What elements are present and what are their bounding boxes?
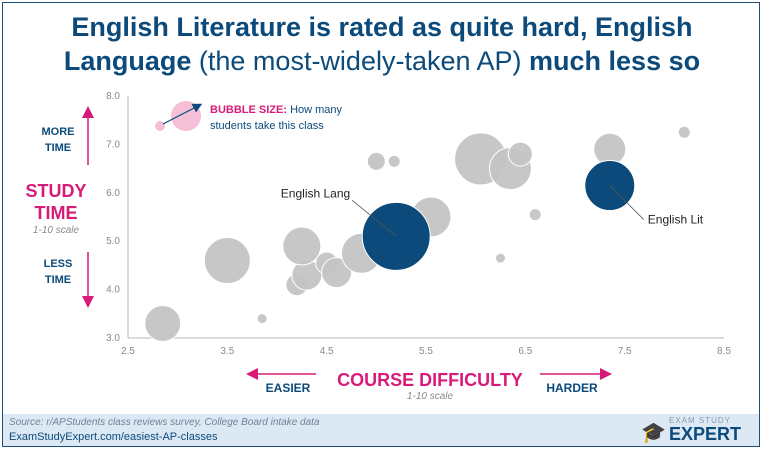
y-scale-label: 1-10 scale — [33, 225, 80, 236]
easier-label: EASIER — [266, 381, 311, 395]
x-tick-label: 4.5 — [320, 346, 334, 357]
graduation-cap-icon: 🎓 — [641, 422, 666, 444]
y-tick-label: 5.0 — [106, 236, 120, 247]
site-link[interactable]: ExamStudyExpert.com/easiest-AP-classes — [9, 431, 218, 443]
course-bubble — [256, 313, 268, 325]
bubble-size-rest2: students take this class — [210, 120, 324, 132]
more-label: MORE — [42, 126, 75, 138]
less-time-label: TIME — [45, 274, 71, 286]
course-bubble — [495, 252, 506, 264]
x-tick-label: 3.5 — [220, 346, 234, 357]
bubble-size-label: BUBBLE SIZE: How many — [210, 104, 343, 116]
course-bubble — [203, 237, 251, 285]
source-text: Source: r/APStudents class reviews surve… — [9, 417, 320, 428]
logo: 🎓 EXAM STUDY EXPERT — [641, 416, 751, 444]
x-tick-label: 6.5 — [518, 346, 532, 357]
callout-line — [609, 185, 645, 220]
footer: Source: r/APStudents class reviews surve… — [3, 414, 759, 446]
y-tick-label: 4.0 — [106, 285, 120, 296]
course-bubble — [677, 125, 691, 139]
callout-label: English Lang — [281, 186, 350, 200]
y-tick-labels: 3.0 4.0 5.0 6.0 7.0 8.0 — [106, 91, 120, 344]
y-tick-label: 6.0 — [106, 188, 120, 199]
y-tick-label: 3.0 — [106, 333, 120, 344]
legend-bubble-large — [171, 101, 201, 131]
x-tick-label: 7.5 — [618, 346, 632, 357]
course-bubble — [321, 257, 353, 289]
course-bubble — [528, 208, 542, 222]
y-tick-label: 7.0 — [106, 139, 120, 150]
logo-big-text: EXPERT — [669, 424, 742, 444]
course-bubble — [144, 304, 182, 342]
x-tick-label: 2.5 — [121, 346, 135, 357]
y-tick-label: 8.0 — [106, 91, 120, 102]
study-time-label: TIME — [35, 203, 78, 223]
bubble-size-rest1: How many — [290, 104, 342, 116]
bubbles — [144, 125, 691, 342]
x-tick-labels: 2.5 3.5 4.5 5.5 6.5 7.5 8.5 — [121, 346, 731, 357]
x-axis-title: COURSE DIFFICULTY — [337, 370, 523, 390]
course-bubble — [507, 141, 533, 167]
title-line2-bold1: Language — [63, 46, 192, 76]
x-tick-label: 8.5 — [717, 346, 731, 357]
callouts: English Lang English Lit — [281, 185, 704, 237]
less-label: LESS — [44, 258, 73, 270]
x-scale-label: 1-10 scale — [407, 391, 454, 402]
title-line2-bold2: much less so — [529, 46, 701, 76]
course-bubble — [282, 226, 322, 266]
legend-arrow — [162, 103, 203, 125]
course-bubble — [387, 154, 401, 168]
more-time-label: TIME — [45, 142, 71, 154]
legend-bubble-small — [155, 121, 165, 131]
harder-label: HARDER — [546, 381, 598, 395]
callout-label: English Lit — [648, 213, 704, 227]
course-bubble — [366, 151, 386, 171]
logo-small-text: EXAM STUDY — [669, 416, 732, 425]
title-line2-normal: (the most-widely-taken AP) — [191, 46, 530, 76]
callout-line — [351, 200, 397, 237]
bubble-size-bold: BUBBLE SIZE: — [210, 104, 287, 116]
title-line1: English Literature is rated as quite har… — [71, 12, 693, 42]
x-tick-label: 5.5 — [419, 346, 433, 357]
study-label: STUDY — [25, 181, 86, 201]
chart-title: English Literature is rated as quite har… — [0, 10, 764, 78]
